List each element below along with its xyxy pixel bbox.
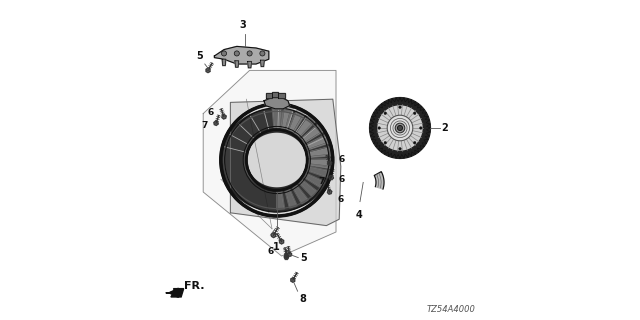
Polygon shape: [291, 278, 295, 282]
Text: 8: 8: [300, 294, 306, 304]
Circle shape: [378, 127, 380, 129]
Polygon shape: [222, 115, 226, 119]
Polygon shape: [260, 60, 264, 67]
Polygon shape: [295, 119, 312, 137]
Polygon shape: [328, 190, 332, 194]
Polygon shape: [264, 98, 290, 109]
Text: FR.: FR.: [184, 281, 205, 291]
Circle shape: [420, 127, 422, 129]
Polygon shape: [301, 126, 321, 143]
Text: 6: 6: [338, 195, 344, 204]
Polygon shape: [284, 254, 289, 258]
Polygon shape: [370, 98, 430, 158]
Polygon shape: [288, 114, 301, 133]
Text: 4: 4: [356, 210, 362, 220]
Circle shape: [260, 51, 265, 56]
Polygon shape: [271, 233, 276, 238]
Polygon shape: [285, 188, 297, 208]
Text: 6: 6: [339, 175, 345, 184]
Polygon shape: [284, 256, 289, 260]
Circle shape: [384, 141, 387, 144]
Polygon shape: [280, 111, 289, 131]
Circle shape: [399, 106, 401, 108]
Polygon shape: [246, 132, 307, 188]
Polygon shape: [235, 61, 239, 67]
Polygon shape: [310, 159, 330, 166]
Circle shape: [371, 100, 429, 156]
Polygon shape: [308, 147, 330, 156]
Polygon shape: [329, 175, 333, 180]
Polygon shape: [287, 252, 292, 256]
Text: TZ54A4000: TZ54A4000: [426, 305, 475, 314]
Polygon shape: [308, 160, 331, 169]
Polygon shape: [272, 106, 281, 128]
Polygon shape: [289, 109, 305, 133]
Circle shape: [384, 112, 387, 115]
Polygon shape: [282, 106, 294, 130]
Polygon shape: [292, 185, 308, 204]
Polygon shape: [305, 135, 328, 150]
Polygon shape: [221, 108, 333, 212]
Circle shape: [247, 51, 252, 56]
Polygon shape: [214, 121, 218, 125]
Text: 6: 6: [339, 156, 345, 164]
Text: 5: 5: [196, 52, 204, 61]
Polygon shape: [214, 46, 269, 64]
Polygon shape: [230, 99, 340, 226]
Polygon shape: [204, 70, 336, 256]
Circle shape: [398, 126, 403, 130]
Text: 2: 2: [442, 123, 449, 133]
Circle shape: [234, 51, 239, 56]
Polygon shape: [166, 289, 184, 297]
Polygon shape: [272, 92, 278, 97]
Circle shape: [396, 123, 405, 133]
Text: 1: 1: [273, 242, 280, 252]
Polygon shape: [374, 172, 384, 189]
Polygon shape: [299, 180, 317, 197]
Circle shape: [413, 141, 416, 144]
Polygon shape: [280, 239, 284, 244]
Text: 6: 6: [268, 247, 273, 256]
Polygon shape: [296, 116, 316, 137]
Text: 5: 5: [300, 253, 307, 263]
Circle shape: [387, 115, 413, 141]
Text: 7: 7: [319, 177, 325, 186]
Text: 3: 3: [239, 20, 246, 30]
Polygon shape: [306, 136, 327, 149]
Polygon shape: [266, 93, 272, 98]
Polygon shape: [222, 59, 226, 66]
Polygon shape: [328, 161, 332, 165]
Polygon shape: [278, 93, 285, 98]
Polygon shape: [308, 166, 329, 177]
Polygon shape: [304, 173, 324, 188]
Polygon shape: [301, 124, 323, 143]
Circle shape: [221, 51, 227, 56]
Polygon shape: [277, 190, 285, 209]
Text: 7: 7: [201, 121, 207, 130]
Text: 6: 6: [207, 108, 214, 117]
Circle shape: [399, 148, 401, 150]
Polygon shape: [206, 68, 210, 73]
Polygon shape: [248, 61, 252, 68]
Polygon shape: [308, 147, 331, 157]
Circle shape: [413, 112, 416, 115]
Circle shape: [397, 125, 403, 131]
